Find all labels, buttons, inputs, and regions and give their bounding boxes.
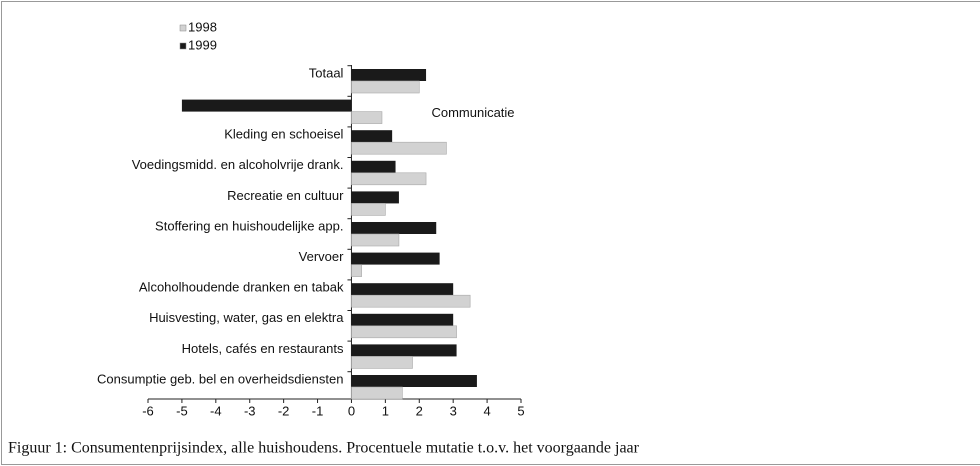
x-tick-label: -3 xyxy=(244,403,256,418)
y-tick-label: Hotels, cafés en restaurants xyxy=(182,341,344,356)
y-tick-label: Communicatie xyxy=(431,105,514,120)
bar xyxy=(351,375,477,387)
bar xyxy=(351,172,427,186)
bar xyxy=(351,203,386,216)
bar xyxy=(351,264,362,277)
bar xyxy=(351,222,437,234)
bar xyxy=(351,69,427,81)
y-tick-label: Kleding en schoeisel xyxy=(224,127,343,142)
y-tick-label: Voedingsmidd. en alcoholvrije drank. xyxy=(132,157,344,172)
x-tick-label: 0 xyxy=(348,403,355,418)
x-tick-label: -6 xyxy=(142,403,154,418)
y-tick-label: Stoffering en huishoudelijke app. xyxy=(155,218,343,233)
x-tick-label: 5 xyxy=(517,403,524,418)
x-tick-label: 3 xyxy=(450,403,457,418)
bar xyxy=(181,99,352,112)
bar xyxy=(351,294,471,308)
bar xyxy=(351,111,383,124)
x-tick-label: -2 xyxy=(278,403,290,418)
x-tick-label: -4 xyxy=(210,403,222,418)
legend-label: 1998 xyxy=(188,19,217,34)
legend-swatch xyxy=(179,24,187,32)
bar xyxy=(351,386,403,400)
bar xyxy=(351,233,400,247)
bar xyxy=(351,252,440,265)
x-tick-label: -1 xyxy=(312,403,324,418)
y-tick-label: Totaal xyxy=(309,65,344,80)
bar xyxy=(351,80,420,94)
x-tick-label: -5 xyxy=(176,403,188,418)
y-tick-label: Vervoer xyxy=(299,249,344,264)
legend-label: 1999 xyxy=(188,37,217,52)
x-tick-label: 2 xyxy=(416,403,423,418)
bar xyxy=(351,313,454,326)
x-tick-label: 4 xyxy=(483,403,490,418)
bar xyxy=(351,344,457,357)
y-tick-label: Alcoholhoudende dranken en tabak xyxy=(139,280,344,295)
bar xyxy=(351,325,457,339)
bar xyxy=(351,160,396,173)
bar xyxy=(351,356,413,369)
y-tick-label: Huisvesting, water, gas en elektra xyxy=(149,310,344,325)
bar xyxy=(351,283,454,296)
caption: Figuur 1: Consumentenprijsindex, alle hu… xyxy=(8,440,640,457)
legend-swatch xyxy=(179,42,187,50)
x-tick-label: 1 xyxy=(382,403,389,418)
bar xyxy=(351,191,399,204)
bar xyxy=(351,130,393,143)
bar xyxy=(351,141,447,155)
y-tick-label: Recreatie en cultuur xyxy=(227,188,344,203)
y-tick-label: Consumptie geb. bel en overheidsdiensten xyxy=(97,371,343,386)
